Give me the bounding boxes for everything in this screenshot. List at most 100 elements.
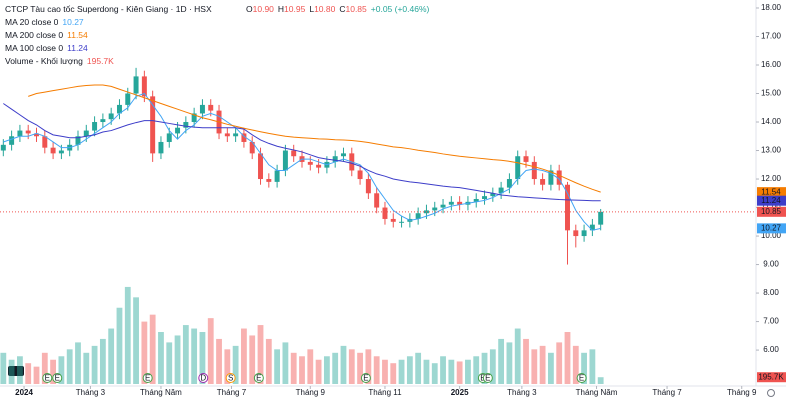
volume-bar [489,349,496,384]
y-tick-label: 15.00 [761,89,782,98]
volume-bar [33,366,40,384]
volume-bar [17,356,23,384]
volume-bar [340,345,347,384]
candle-body [390,218,396,222]
volume-bar [390,363,397,384]
y-tick-label: 6.00 [763,345,779,354]
candle-body [75,136,81,145]
volume-bar [83,352,90,384]
ma-line [3,103,601,202]
x-tick-label: Tháng 7 [652,388,682,397]
candle-body [523,156,529,162]
candle-body [92,122,98,131]
candle-body [374,193,380,208]
x-tick-label: Tháng 11 [368,388,402,397]
volume-bar [323,356,330,384]
legend-row[interactable]: Volume - Khối lượng 195.7K [5,55,437,68]
volume-bar [133,297,139,384]
y-tick-label: 14.00 [761,117,782,126]
volume-bar [556,342,563,384]
x-tick-label: Tháng 7 [217,388,247,397]
volume-bar [539,345,546,384]
volume-bar [315,359,322,384]
candle-body [548,170,554,185]
volume-bar [91,345,98,384]
y-tick-label: 9.00 [763,260,779,269]
legend-name: Volume - Khối lượng [5,56,83,66]
candle-body [399,221,405,223]
price-change: +0.05 (+0.46%) [370,4,430,14]
ohlc-value: 10.90 [252,4,274,14]
volume-bar [257,325,264,384]
candle-body [58,150,64,154]
volume-bar [348,349,355,384]
volume-bar [332,352,339,384]
event-marker[interactable] [52,373,63,383]
legend-row[interactable]: MA 200 close 0 11.54 [5,29,437,42]
candle-body [598,211,604,225]
x-tick-label: Tháng 9 [296,388,326,397]
volume-bar [299,356,305,384]
event-label: E [45,374,50,383]
legend-value: 11.24 [67,43,88,53]
candle-body [266,179,272,182]
volume-bar [282,342,289,384]
y-tick-label: 10.00 [761,231,782,240]
event-marker[interactable] [360,373,371,383]
ma-line [3,92,601,231]
volume-bar [506,342,513,384]
candle-body [34,133,39,137]
y-tick-label: 17.00 [761,32,782,41]
settings-icon[interactable] [767,389,775,397]
legend-name: MA 100 close 0 [5,43,64,53]
event-marker[interactable] [198,373,209,383]
y-tick-label: 12.00 [761,174,782,183]
volume-bar [531,349,538,384]
volume-bar [158,332,164,384]
header: CTCP Tàu cao tốc Superdong - Kiên Giang … [5,3,437,16]
volume-bar [182,325,189,384]
event-marker[interactable] [225,373,236,383]
price-box-label: 10.27 [761,223,782,232]
volume-bar [456,361,463,384]
volume-bar [357,352,363,384]
candle-body [581,230,587,237]
volume-bar [572,345,579,384]
volume-bar [382,359,388,384]
volume-bar [149,314,156,384]
event-marker[interactable] [42,373,53,383]
ohlc-header: O10.90 H10.95 L10.80 C10.85 +0.05 (+0.46%) [246,4,433,14]
volume-bar [465,359,471,384]
event-marker[interactable] [576,373,587,383]
candle-body [531,161,537,180]
event-marker[interactable] [142,373,153,383]
legend-row[interactable]: MA 20 close 0 10.27 [5,16,437,29]
event-label: E [363,374,368,383]
volume-bar [473,356,480,384]
event-marker[interactable] [482,373,493,383]
ohlc-key: O [246,4,253,14]
x-tick-label: 2025 [451,388,469,397]
volume-bar [141,321,148,384]
volume-bar [99,338,106,384]
legend-row[interactable]: MA 100 close 0 11.24 [5,42,437,55]
candle-body [191,113,197,123]
legend-value: 10.27 [62,17,84,27]
volume-bar [514,328,521,384]
candle-body [490,193,496,197]
event-marker[interactable] [253,373,264,383]
candle-body [573,230,579,237]
volume-bar [415,352,422,384]
candle-body [133,76,139,94]
candle-body [540,179,546,185]
candle-body [316,164,322,168]
price-box [757,223,786,234]
legend-value: 195.7K [86,56,114,66]
price-box [757,206,786,217]
candle-body [415,213,421,219]
volume-bar [423,359,430,384]
volume-bar [274,349,281,384]
ohlc-key: L [309,4,315,14]
